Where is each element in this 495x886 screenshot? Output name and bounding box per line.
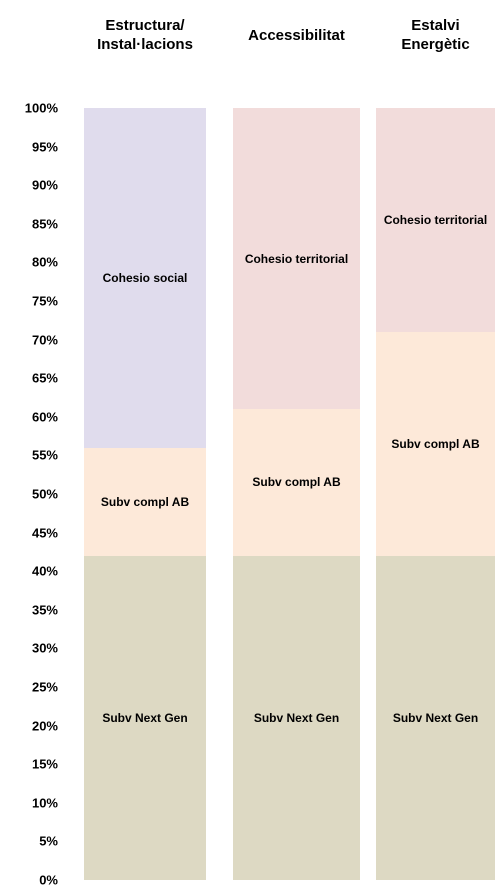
segment-label: Subv compl AB bbox=[100, 494, 190, 509]
bar-segment: Subv compl AB bbox=[233, 409, 360, 556]
column-header: Estructura/ Instal·lacions bbox=[97, 17, 193, 53]
y-tick-label: 45% bbox=[31, 525, 58, 541]
y-tick-label: 20% bbox=[31, 718, 58, 734]
segment-label: Subv Next Gen bbox=[102, 710, 188, 725]
segment-label: Subv compl AB bbox=[252, 475, 341, 490]
bar-segment: Cohesio social bbox=[84, 108, 206, 448]
segment-label: Subv Next Gen bbox=[253, 710, 340, 725]
y-tick-label: 25% bbox=[31, 679, 58, 695]
bar-segment: Subv Next Gen bbox=[376, 555, 495, 880]
y-tick-label: 75% bbox=[31, 293, 58, 309]
y-tick-label: 55% bbox=[31, 447, 58, 463]
y-tick-label: 50% bbox=[31, 486, 58, 502]
y-tick-label: 40% bbox=[31, 563, 58, 579]
bar-segment: Subv compl AB bbox=[376, 331, 495, 556]
bar-segment: Subv Next Gen bbox=[233, 555, 360, 880]
y-tick-label: 85% bbox=[31, 216, 58, 232]
y-tick-label: 90% bbox=[31, 177, 58, 193]
y-tick-label: 30% bbox=[31, 640, 58, 656]
bar-segment: Subv compl AB bbox=[84, 447, 206, 556]
y-tick-label: 15% bbox=[31, 756, 58, 772]
segment-label: Subv Next Gen bbox=[392, 710, 479, 725]
y-tick-label: 65% bbox=[31, 370, 58, 386]
y-tick-label: 60% bbox=[31, 409, 58, 425]
column-header: Accessibilitat bbox=[248, 26, 345, 44]
bar-segment: Subv Next Gen bbox=[84, 555, 206, 880]
y-tick-label: 100% bbox=[24, 100, 58, 116]
y-tick-label: 10% bbox=[31, 795, 58, 811]
column-header: Estalvi Energètic bbox=[401, 17, 470, 53]
y-tick-label: 95% bbox=[31, 139, 58, 155]
segment-label: Cohesio territorial bbox=[244, 251, 349, 266]
y-tick-label: 5% bbox=[39, 833, 58, 849]
segment-label: Cohesio territorial bbox=[383, 212, 488, 227]
y-tick-label: 35% bbox=[31, 602, 58, 618]
y-tick-label: 0% bbox=[39, 872, 58, 886]
y-tick-label: 70% bbox=[31, 332, 58, 348]
segment-label: Subv compl AB bbox=[391, 436, 480, 451]
y-tick-label: 80% bbox=[31, 254, 58, 270]
segment-label: Cohesio social bbox=[102, 270, 188, 285]
bar-segment: Cohesio territorial bbox=[376, 108, 495, 332]
bar-segment: Cohesio territorial bbox=[233, 108, 360, 410]
